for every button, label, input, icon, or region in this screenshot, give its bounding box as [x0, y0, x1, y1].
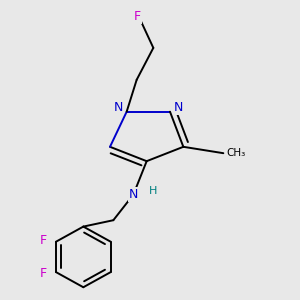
Text: CH₃: CH₃ [227, 148, 246, 158]
Text: H: H [149, 187, 158, 196]
Text: F: F [40, 234, 47, 247]
Text: F: F [40, 267, 47, 280]
Text: N: N [114, 101, 123, 114]
Text: N: N [129, 188, 138, 201]
Text: N: N [174, 101, 183, 114]
Text: F: F [134, 10, 141, 23]
